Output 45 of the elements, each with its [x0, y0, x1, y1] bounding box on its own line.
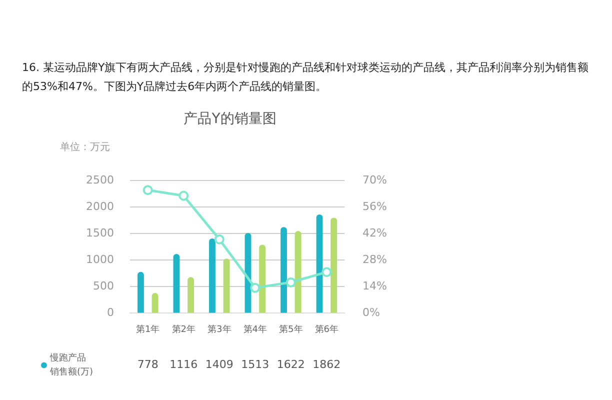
- y-tick-label: 1500: [86, 226, 114, 240]
- text: 16. 某运动品牌Y旗下有两大产品线，分别是针对慢跑的产品线和针对球类运动的产品线，其产品利润率分别为销售额的53%和47%。下图为Y品牌过去6年内两个产品线的销量图。: [22, 60, 590, 95]
- y-axis-title: 单位：万元: [60, 140, 110, 154]
- y2-tick-label: 56%: [362, 200, 388, 213]
- bar: [138, 272, 144, 313]
- point: [178, 190, 189, 201]
- data-label: 1409: [205, 358, 234, 372]
- y2-tick-label: 28%: [362, 253, 388, 266]
- bar: [173, 254, 180, 313]
- y-tick-label: 1000: [86, 253, 114, 266]
- data-label: 1862: [312, 358, 341, 372]
- x-tick-label: 第4年: [243, 324, 268, 335]
- bar: [330, 218, 338, 313]
- data-label: 1116: [170, 358, 198, 372]
- point: [286, 277, 296, 288]
- bar: [294, 230, 302, 313]
- bar: [316, 214, 323, 313]
- y2-tick-label: 42%: [362, 226, 388, 240]
- y-tick-label: 2500: [86, 173, 114, 186]
- bar: [209, 238, 216, 313]
- y2-tick-label: 70%: [362, 173, 388, 186]
- point: [250, 282, 260, 293]
- chart-title: 产品Y的销量图: [182, 110, 278, 128]
- x-tick-label: 第3年: [208, 324, 232, 335]
- bar: [223, 258, 230, 313]
- y2-tick-label: 14%: [362, 280, 388, 293]
- point: [142, 185, 153, 196]
- x-tick-label: 第2年: [172, 324, 196, 335]
- bar: [280, 227, 287, 313]
- data-label: 778: [137, 358, 158, 372]
- data-label: 1622: [276, 358, 305, 372]
- x-tick-label: 第1年: [136, 324, 160, 335]
- x-tick-label: 第6年: [314, 324, 339, 335]
- y-tick-label: 0: [106, 306, 114, 320]
- point: [322, 267, 332, 278]
- point: [214, 234, 224, 244]
- y-tick-label: 2000: [86, 200, 114, 213]
- bar: [259, 244, 266, 313]
- x-tick-label: 第5年: [279, 324, 303, 335]
- bar: [152, 293, 158, 313]
- y2-tick-label: 0%: [362, 306, 380, 320]
- y-tick-label: 500: [92, 280, 114, 293]
- data-label: 1513: [241, 358, 270, 372]
- bar: [188, 277, 194, 313]
- legend-label: 慢跑产品销售额(万): [49, 352, 94, 378]
